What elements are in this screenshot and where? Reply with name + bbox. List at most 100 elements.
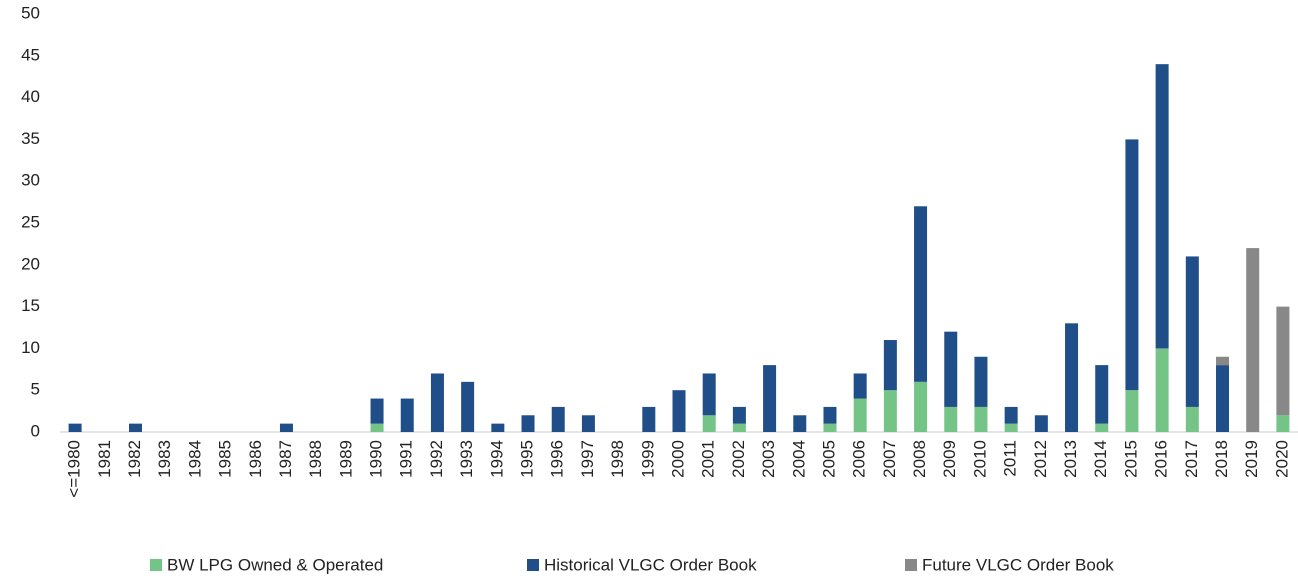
legend-label: Future VLGC Order Book <box>922 555 1114 574</box>
bar-segment <box>883 390 897 432</box>
y-tick-label: 25 <box>21 212 40 231</box>
legend-swatch <box>905 559 917 571</box>
bar-segment <box>823 406 837 424</box>
x-tick-label: 2016 <box>1152 440 1171 478</box>
x-tick-label: 2013 <box>1061 440 1080 478</box>
bar-segment <box>763 365 777 432</box>
bar-segment <box>1004 406 1018 424</box>
x-tick-label: 1984 <box>185 440 204 478</box>
bar-segment <box>1185 256 1199 407</box>
bar-segment <box>430 373 444 432</box>
bar-segment <box>1155 64 1169 349</box>
x-tick-label: 1998 <box>608 440 627 478</box>
bar-segment <box>370 398 384 424</box>
x-tick-label: 2010 <box>970 440 989 478</box>
x-tick-label: 2014 <box>1091 440 1110 478</box>
bar-segment <box>551 406 565 432</box>
bar-segment <box>702 415 716 432</box>
x-tick-label: 2015 <box>1121 440 1140 478</box>
bar-segment <box>732 406 746 424</box>
bar-segment <box>823 423 837 432</box>
legend-label: Historical VLGC Order Book <box>544 555 757 574</box>
x-tick-label: 1981 <box>95 440 114 478</box>
y-tick-label: 15 <box>21 296 40 315</box>
x-tick-label: 1994 <box>487 440 506 478</box>
y-tick-label: 20 <box>21 254 40 273</box>
bar-segment <box>914 206 928 382</box>
x-tick-label: 1986 <box>246 440 265 478</box>
legend-swatch <box>527 559 539 571</box>
bar-segment <box>1216 356 1230 366</box>
bar-segment <box>1246 248 1260 432</box>
y-tick-label: 5 <box>31 380 40 399</box>
bar-segment <box>400 398 414 432</box>
bar-segment <box>491 423 505 432</box>
bar-segment <box>370 423 384 432</box>
x-tick-label: 1992 <box>427 440 446 478</box>
bar-segment <box>732 423 746 432</box>
x-tick-label: 1987 <box>276 440 295 478</box>
x-tick-label: 2005 <box>819 440 838 478</box>
bar-segment <box>1004 423 1018 432</box>
bar-segment <box>1276 415 1290 432</box>
y-tick-label: 10 <box>21 338 40 357</box>
x-tick-label: 1991 <box>397 440 416 478</box>
bar-segment <box>1065 323 1079 432</box>
bar-segment <box>944 406 958 432</box>
x-tick-label: 2007 <box>880 440 899 478</box>
y-tick-label: 30 <box>21 171 40 190</box>
x-tick-label: 1999 <box>638 440 657 478</box>
bar-segment <box>1125 390 1139 432</box>
bar-segment <box>702 373 716 416</box>
x-tick-label: 2017 <box>1182 440 1201 478</box>
x-tick-label: 1982 <box>125 440 144 478</box>
x-tick-label: 1993 <box>457 440 476 478</box>
x-tick-label: 1995 <box>518 440 537 478</box>
bar-segment <box>974 356 988 407</box>
x-tick-label: 2001 <box>699 440 718 478</box>
x-tick-label: 2009 <box>940 440 959 478</box>
bar-segment <box>461 381 475 432</box>
x-tick-label: 1996 <box>548 440 567 478</box>
bar-segment <box>68 423 82 432</box>
bar-segment <box>944 331 958 407</box>
bar-segment <box>1185 406 1199 432</box>
y-tick-label: 35 <box>21 129 40 148</box>
bar-segment <box>672 390 686 432</box>
x-tick-label: 2018 <box>1212 440 1231 478</box>
x-tick-label: 2006 <box>850 440 869 478</box>
x-tick-label: 1985 <box>216 440 235 478</box>
x-tick-label: 2002 <box>729 440 748 478</box>
bar-segment <box>853 373 867 399</box>
bar-segment <box>853 398 867 432</box>
bar-segment <box>642 406 656 432</box>
x-tick-label: 1988 <box>306 440 325 478</box>
bar-segment <box>1095 365 1109 424</box>
legend-swatch <box>150 559 162 571</box>
x-tick-label: 2012 <box>1031 440 1050 478</box>
y-tick-label: 40 <box>21 87 40 106</box>
x-tick-label: <=1980 <box>65 440 84 498</box>
bar-segment <box>128 423 142 432</box>
bar-segment <box>1155 348 1169 432</box>
bar-segment <box>581 415 595 432</box>
bar-segment <box>1034 415 1048 432</box>
bar-segment <box>1095 423 1109 432</box>
x-tick-label: 1989 <box>336 440 355 478</box>
bar-segment <box>279 423 293 432</box>
x-tick-label: 2004 <box>789 440 808 478</box>
y-tick-label: 50 <box>21 3 40 22</box>
x-tick-label: 2003 <box>759 440 778 478</box>
bar-segment <box>793 415 807 432</box>
y-tick-label: 0 <box>31 421 40 440</box>
bar-segment <box>521 415 535 432</box>
bar-segment <box>974 406 988 432</box>
y-tick-label: 45 <box>21 45 40 64</box>
x-tick-label: 1997 <box>578 440 597 478</box>
bar-segment <box>1125 139 1139 391</box>
x-tick-label: 2011 <box>1001 440 1020 477</box>
x-tick-label: 1990 <box>367 440 386 478</box>
legend-label: BW LPG Owned & Operated <box>167 555 383 574</box>
bar-segment <box>1216 365 1230 432</box>
